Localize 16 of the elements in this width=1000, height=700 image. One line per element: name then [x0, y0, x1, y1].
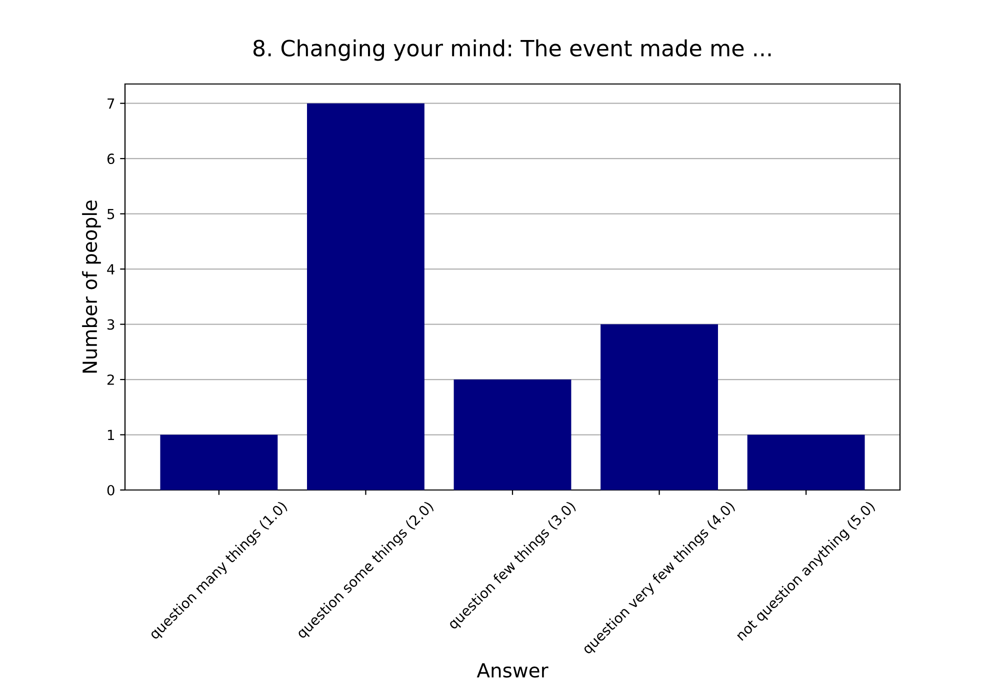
y-tick-label: 6 — [107, 154, 114, 164]
y-tick-label: 5 — [108, 208, 114, 220]
y-tick-label: 0 — [107, 484, 114, 496]
bar — [454, 380, 572, 490]
bar — [747, 434, 865, 490]
chart-title: 8. Changing your mind: The event made me ... — [253, 39, 771, 61]
x-axis-title: Answer — [476, 663, 548, 678]
y-tick-label: 3 — [108, 319, 114, 330]
bar — [307, 103, 424, 490]
y-tick-label: 4 — [107, 264, 114, 274]
bar — [160, 434, 278, 490]
bar — [600, 324, 718, 490]
y-axis-title: Number of people — [82, 200, 101, 373]
y-tick-label: 2 — [107, 374, 114, 385]
y-tick-label: 1 — [108, 430, 114, 440]
y-tick-label: 7 — [108, 98, 114, 109]
